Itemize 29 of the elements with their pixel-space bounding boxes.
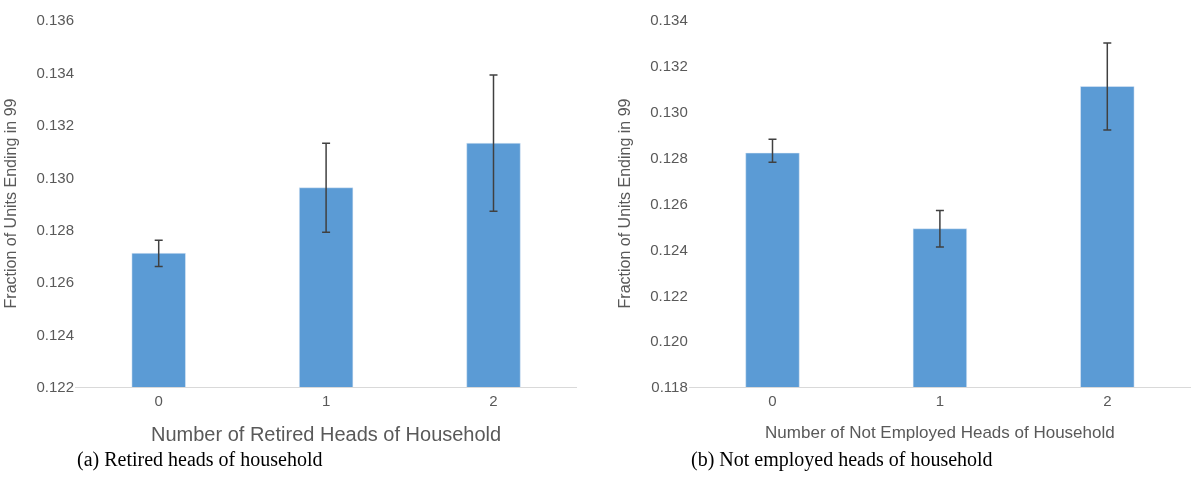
y-tick-label: 0.136 [36, 11, 74, 29]
y-tick-label: 0.134 [650, 11, 688, 29]
y-tick-label: 0.118 [651, 378, 688, 396]
x-tick-label: 0 [768, 392, 777, 409]
y-tick-label: 0.120 [650, 332, 688, 350]
y-tick-label: 0.124 [650, 240, 688, 258]
x-axis-title: Number of Retired Heads of Household [151, 422, 502, 445]
y-tick-label: 0.126 [36, 273, 74, 291]
y-axis-title: Fraction of Units Ending in 99 [2, 98, 20, 309]
y-tick-label: 0.124 [36, 325, 74, 343]
y-tick-label: 0.128 [36, 220, 74, 238]
y-axis-title: Fraction of Units Ending in 99 [616, 98, 634, 309]
y-tick-label: 0.122 [36, 378, 74, 396]
y-tick-label: 0.130 [36, 168, 74, 186]
y-tick-label: 0.132 [650, 57, 688, 75]
y-tick-label: 0.126 [650, 194, 688, 212]
x-tick-label: 2 [489, 392, 498, 409]
text: (a) Retired heads of household [77, 448, 323, 471]
y-tick-label: 0.128 [650, 148, 688, 166]
y-tick-label: 0.134 [36, 63, 74, 81]
y-tick-label: 0.132 [36, 116, 74, 134]
x-axis-title: Number of Not Employed Heads of Household [765, 423, 1115, 443]
x-tick-label: 1 [935, 392, 945, 409]
x-tick-label: 0 [154, 392, 163, 409]
x-tick-label: 2 [1103, 392, 1112, 409]
x-tick-label: 1 [321, 392, 331, 409]
y-tick-label: 0.122 [650, 286, 688, 304]
text: (b) Not employed heads of household [691, 448, 993, 471]
y-tick-label: 0.130 [650, 103, 688, 120]
